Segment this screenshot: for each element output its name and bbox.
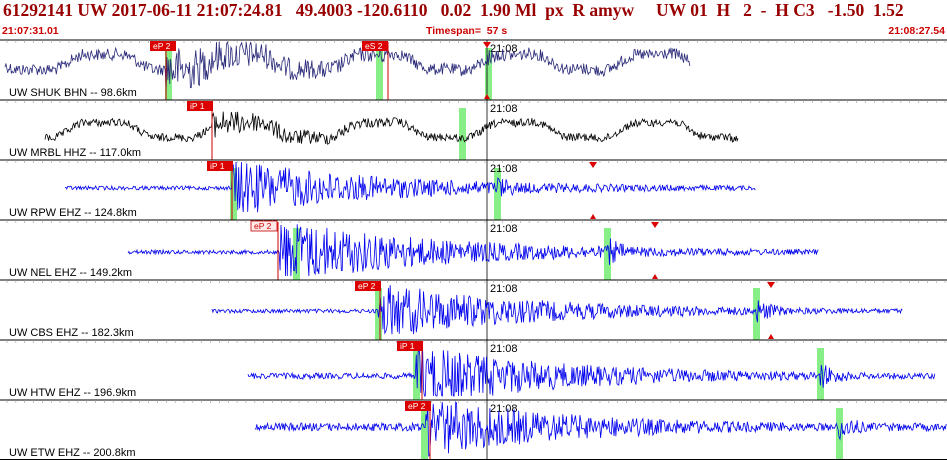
- theoretical-arrival-marker: [376, 48, 383, 100]
- pick-label[interactable]: eP 2: [358, 281, 376, 291]
- station-label: UW RPW EHZ -- 124.8km: [9, 207, 137, 219]
- event-header: 61292141 UW 2017-06-11 21:07:24.81 49.40…: [0, 0, 947, 38]
- pick-label-box[interactable]: [397, 341, 423, 351]
- waveform: [211, 285, 903, 335]
- event-marker: [589, 162, 597, 168]
- minute-label: 21:08: [490, 343, 518, 355]
- event-marker: [484, 94, 490, 99]
- pick-label[interactable]: eP 2: [254, 221, 272, 231]
- event-marker: [767, 282, 775, 288]
- pick-label-box[interactable]: [362, 41, 388, 51]
- trace-row[interactable]: 21:08 iP 1 UW RPW EHZ -- 124.8km: [0, 159, 947, 220]
- theoretical-arrival-marker: [836, 408, 843, 460]
- pick-label[interactable]: iP 1: [400, 341, 415, 351]
- trace-row[interactable]: 21:08 eP 2 UW CBS EHZ -- 182.3km: [0, 279, 947, 340]
- waveform: [127, 224, 819, 277]
- pick-label[interactable]: eP 2: [408, 401, 426, 411]
- minute-label: 21:08: [490, 223, 518, 235]
- event-summary-line: 61292141 UW 2017-06-11 21:07:24.81 49.40…: [3, 0, 904, 20]
- pick-label-box[interactable]: [187, 101, 213, 111]
- event-marker: [590, 214, 596, 219]
- pick-label-box[interactable]: [150, 41, 176, 51]
- event-marker: [768, 334, 774, 339]
- pick-label-box[interactable]: [405, 401, 431, 411]
- minute-label: 21:08: [490, 283, 518, 295]
- station-label: UW SHUK BHN -- 98.6km: [9, 87, 137, 99]
- waveform: [64, 161, 756, 213]
- trace-row[interactable]: 21:08 iP 1 UW MRBL HHZ -- 117.0km: [0, 99, 947, 160]
- theoretical-arrival-marker: [230, 168, 237, 220]
- minute-label: 21:08: [490, 163, 518, 175]
- minute-label: 21:08: [490, 403, 518, 415]
- timespan-label: Timespan= 57 s: [426, 25, 508, 37]
- theoretical-arrival-marker: [459, 108, 466, 160]
- theoretical-arrival-marker: [494, 168, 501, 220]
- trace-row[interactable]: 21:08 eP 2 UW NEL EHZ -- 149.2km: [0, 219, 947, 280]
- theoretical-arrival-marker: [604, 228, 611, 280]
- station-label: UW MRBL HHZ -- 117.0km: [9, 147, 141, 159]
- pick-label[interactable]: eP 2: [153, 41, 171, 51]
- waveform: [4, 40, 691, 93]
- minute-label: 21:08: [490, 103, 518, 115]
- start-time-label: 21:07:31.01: [2, 25, 59, 37]
- pick-label[interactable]: iP 1: [210, 161, 225, 171]
- waveform: [254, 400, 947, 457]
- event-marker: [483, 42, 491, 48]
- pick-label-box[interactable]: [355, 281, 381, 291]
- theoretical-arrival-marker: [485, 48, 492, 100]
- station-label: UW CBS EHZ -- 182.3km: [9, 327, 134, 339]
- pick-label-box[interactable]: [207, 161, 233, 171]
- station-label: UW HTW EHZ -- 196.9km: [9, 387, 136, 399]
- pick-label[interactable]: eS 2: [365, 41, 383, 51]
- end-time-label: 21:08:27.54: [888, 25, 945, 37]
- pick-label-box[interactable]: [250, 220, 278, 232]
- waveform: [247, 347, 936, 397]
- event-marker: [651, 222, 659, 228]
- trace-row[interactable]: 21:08 eP 2 UW ETW EHZ -- 200.8km: [0, 399, 947, 460]
- station-label: UW ETW EHZ -- 200.8km: [9, 447, 136, 459]
- theoretical-arrival-marker: [421, 408, 428, 460]
- station-label: UW NEL EHZ -- 149.2km: [9, 267, 132, 279]
- pick-label[interactable]: iP 1: [190, 101, 205, 111]
- waveform: [44, 111, 739, 145]
- event-marker: [652, 274, 658, 279]
- trace-row[interactable]: 21:08 iP 1 UW HTW EHZ -- 196.9km: [0, 339, 947, 400]
